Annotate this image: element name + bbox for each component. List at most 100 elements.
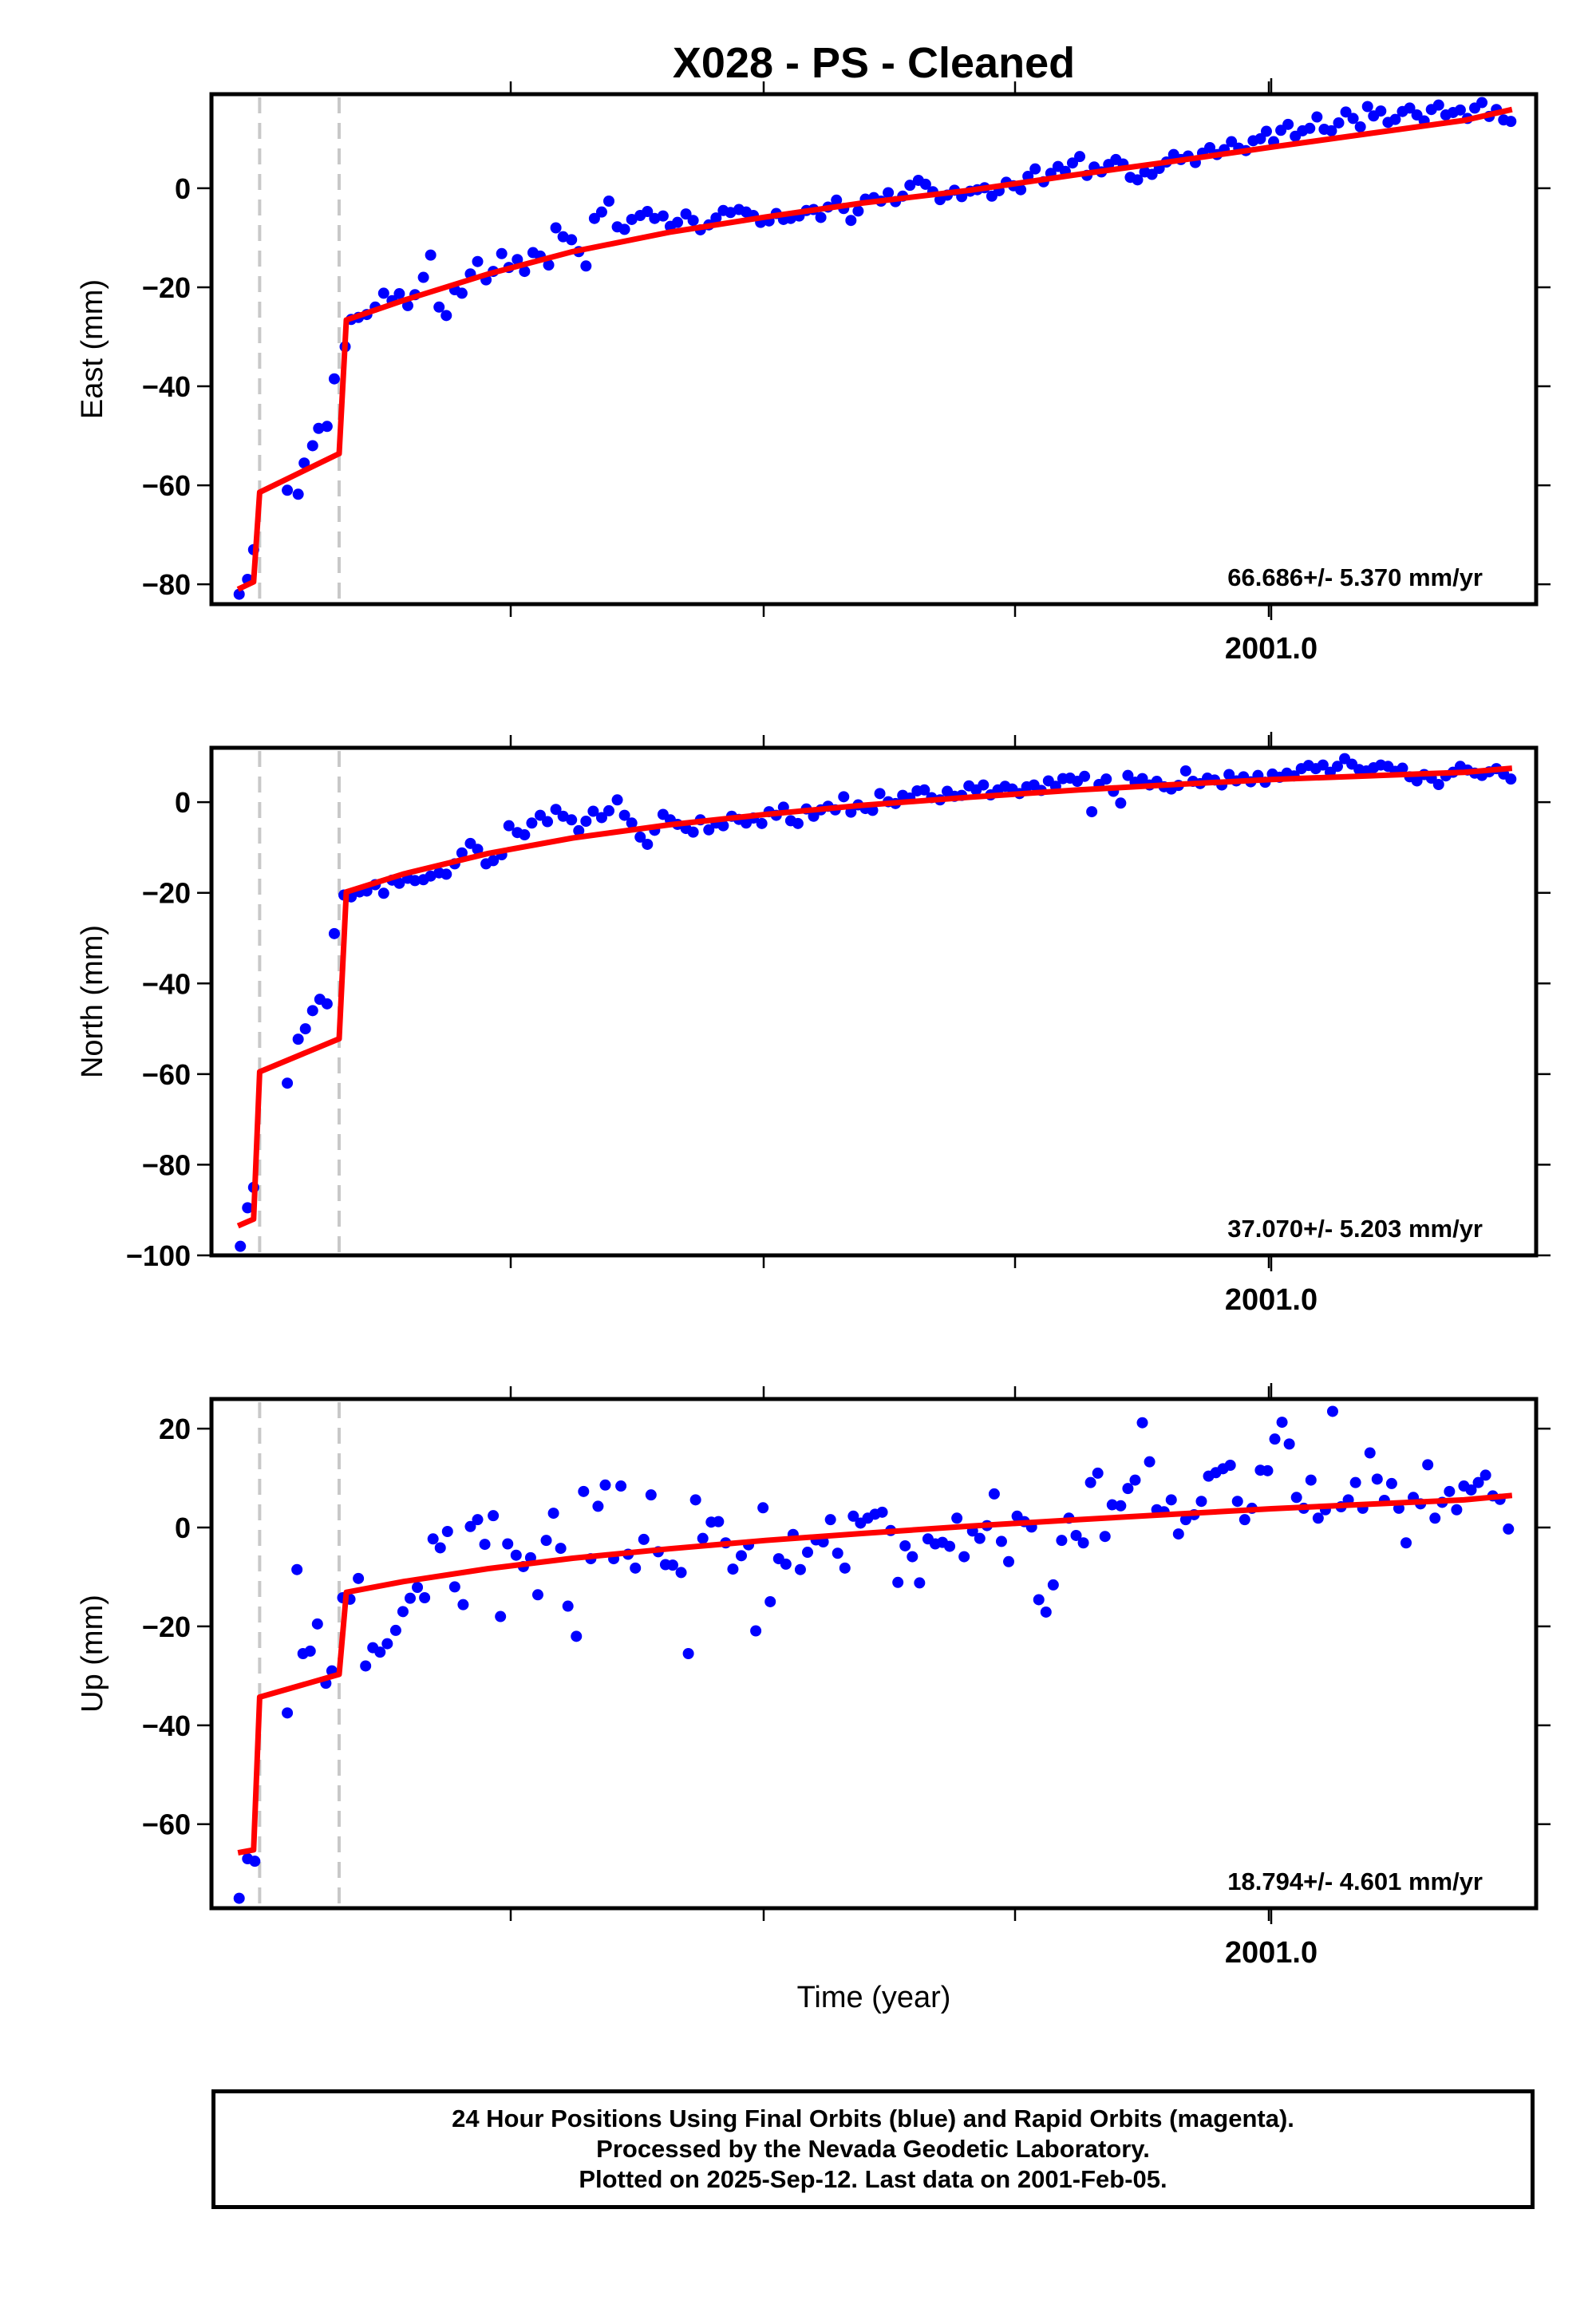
east-data-point: [282, 484, 294, 496]
up-y-tick-label: −40: [142, 1709, 191, 1742]
east-data-point: [680, 208, 692, 220]
north-data-point: [573, 824, 585, 836]
east-data-point: [1476, 97, 1488, 109]
up-data-point: [675, 1567, 687, 1579]
north-data-point: [1179, 765, 1191, 777]
up-data-point: [1129, 1474, 1141, 1486]
east-y-tick-label: −40: [142, 370, 191, 403]
east-data-point: [710, 212, 722, 224]
up-data-point: [899, 1539, 911, 1551]
up-data-point: [1451, 1504, 1463, 1516]
up-data-point: [1400, 1537, 1412, 1549]
north-data-point: [306, 1005, 318, 1017]
east-data-point: [306, 440, 318, 452]
east-data-point: [472, 255, 484, 267]
up-data-point: [291, 1563, 303, 1575]
east-data-point: [496, 247, 508, 259]
up-data-point: [1283, 1438, 1295, 1450]
east-data-point: [1204, 142, 1216, 154]
up-data-point: [599, 1479, 611, 1491]
up-data-point: [914, 1577, 926, 1589]
east-x-tick-label: 2001.0: [1225, 632, 1317, 666]
up-data-point: [1429, 1512, 1441, 1524]
north-y-tick-label: 0: [175, 786, 191, 819]
up-data-point: [1349, 1476, 1361, 1488]
east-data-point: [557, 231, 569, 243]
east-data-point: [815, 211, 827, 223]
north-data-point: [1086, 806, 1098, 818]
east-data-point: [440, 310, 452, 322]
north-data-point: [1432, 778, 1444, 790]
east-data-point: [512, 254, 523, 266]
up-data-point: [562, 1600, 574, 1612]
east-data-point: [519, 266, 531, 278]
up-data-point: [360, 1660, 372, 1672]
east-data-point: [1015, 184, 1027, 196]
east-data-point: [1311, 111, 1323, 123]
up-data-point: [381, 1638, 393, 1650]
north-data-point: [756, 817, 768, 829]
up-data-point: [727, 1563, 739, 1575]
east-data-point: [657, 210, 669, 222]
up-data-point: [233, 1892, 245, 1904]
up-data-point: [1371, 1473, 1383, 1485]
up-data-point: [951, 1512, 963, 1524]
north-data-point: [634, 831, 646, 843]
chart-title: X028 - PS - Cleaned: [673, 39, 1075, 87]
up-data-point: [531, 1589, 543, 1601]
north-data-point: [440, 868, 452, 880]
up-data-point: [1047, 1579, 1059, 1591]
up-data-point: [1179, 1514, 1191, 1526]
east-data-point: [831, 194, 843, 206]
north-data-point: [838, 791, 850, 803]
east-data-point: [433, 301, 445, 313]
east-data-point: [687, 215, 699, 227]
east-data-point: [393, 288, 405, 300]
up-data-point: [645, 1489, 657, 1501]
up-data-point: [1106, 1499, 1118, 1511]
east-data-point: [883, 187, 895, 199]
up-data-point: [434, 1542, 446, 1554]
up-data-point: [1231, 1496, 1243, 1508]
up-data-point: [1122, 1483, 1134, 1495]
up-data-point: [1092, 1467, 1104, 1479]
north-data-point: [1411, 775, 1423, 787]
up-data-point: [974, 1532, 986, 1544]
east-data-point: [1505, 116, 1517, 128]
east-data-point: [1029, 163, 1041, 175]
up-data-point: [666, 1559, 678, 1571]
up-data-point: [615, 1480, 627, 1492]
east-data-point: [1361, 101, 1373, 113]
north-data-point: [425, 870, 437, 882]
east-y-tick-label: −80: [142, 568, 191, 601]
up-data-point: [780, 1558, 792, 1570]
north-data-point: [808, 810, 820, 822]
north-data-point: [377, 887, 389, 899]
north-data-point: [534, 809, 546, 821]
north-fit-line: [236, 765, 1513, 1229]
east-data-point: [1132, 174, 1144, 186]
north-data-point: [687, 826, 699, 838]
east-panel-frame: [209, 92, 1539, 607]
north-data-point: [1122, 769, 1134, 781]
east-data-point: [1260, 125, 1272, 137]
east-data-point: [904, 180, 916, 192]
up-data-point: [1070, 1529, 1082, 1541]
east-data-point: [595, 206, 607, 218]
east-data-point: [550, 222, 562, 234]
up-data-point: [1385, 1477, 1397, 1489]
north-data-point: [1396, 762, 1408, 774]
up-data-point: [736, 1550, 747, 1562]
north-data-point: [595, 812, 607, 824]
up-data-point: [682, 1648, 694, 1659]
east-data-point: [456, 287, 468, 299]
up-data-point: [757, 1502, 769, 1514]
north-data-point: [526, 817, 538, 829]
east-data-point: [1432, 99, 1444, 111]
east-data-point: [233, 588, 245, 600]
up-data-point: [397, 1606, 409, 1618]
up-data-point: [592, 1500, 604, 1512]
up-data-point: [1040, 1606, 1052, 1618]
up-data-point: [412, 1581, 424, 1593]
